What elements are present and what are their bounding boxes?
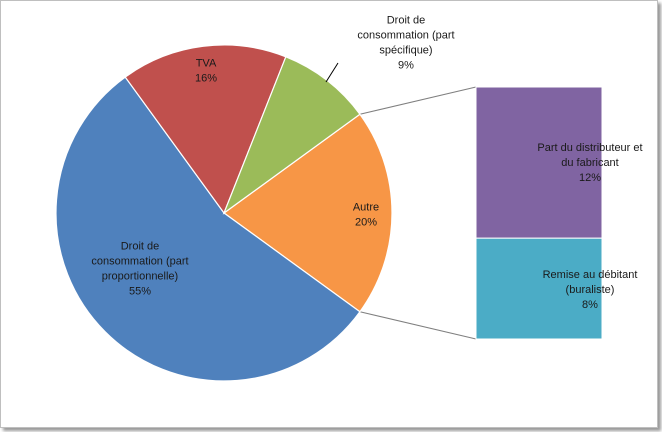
- breakdown-connector-lines: [359, 86, 477, 340]
- data-label-droit-de-consommation-part-proportionnelle: Droit de consommation (part proportionnell…: [91, 241, 188, 298]
- data-label-remise-au-debitant-buraliste: Remise au débitant (buraliste) 8%: [543, 269, 638, 311]
- data-label-tva: TVA 16%: [195, 58, 217, 85]
- bar-segment-part-du-distributeur-et-du-fabricant: [475, 86, 603, 239]
- bar-segment-remise-au-debitant-buraliste: [475, 237, 603, 340]
- pie-slices: [55, 44, 393, 382]
- pie-slice-droit-de-consommation-part-proportionnelle: [55, 76, 361, 382]
- data-labels: Autre 20% Droit de consommation (part propor…: [91, 15, 642, 312]
- data-label-part-du-distributeur-et-du-fabricant: Part du distributeur et du fabricant 12%: [537, 142, 642, 184]
- connector-line-top: [359, 86, 477, 115]
- data-label-autre: Autre 20%: [353, 202, 379, 229]
- leader-line-specifique: [325, 62, 339, 83]
- breakdown-bar: [475, 86, 603, 340]
- connector-line-bottom: [359, 311, 477, 340]
- pie-slice-autre: [222, 113, 393, 313]
- pie-slice-tva: [124, 44, 287, 215]
- data-label-droit-de-consommation-part-specifique: Droit de consommation (part spécifique) 9%: [357, 15, 454, 72]
